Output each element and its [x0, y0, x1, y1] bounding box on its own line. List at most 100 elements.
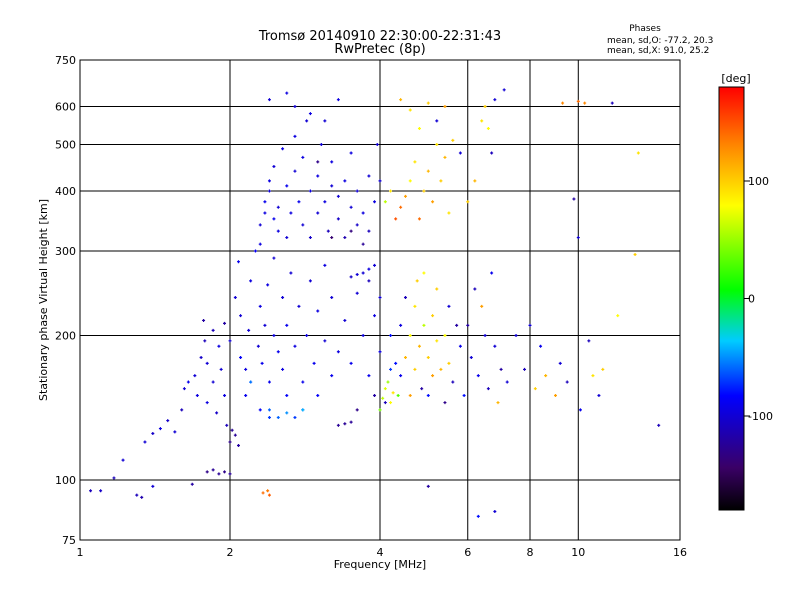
data-point	[323, 119, 327, 123]
data-point	[233, 296, 237, 300]
data-point	[355, 189, 359, 193]
data-point	[466, 323, 470, 327]
data-point	[215, 411, 219, 415]
data-point	[408, 334, 412, 338]
stats-x-mode: mean, sd,X: 91.0, 25.2	[607, 46, 709, 56]
data-point	[349, 205, 353, 209]
data-point	[217, 472, 221, 476]
data-point	[308, 112, 312, 116]
data-point	[349, 420, 353, 424]
data-point	[276, 229, 280, 233]
data-point	[399, 323, 403, 327]
data-point	[326, 229, 330, 233]
data-point	[267, 380, 271, 384]
data-point	[597, 394, 601, 398]
data-point	[403, 355, 407, 359]
data-point	[381, 396, 385, 400]
x-tick-label: 16	[673, 546, 687, 559]
data-point	[473, 179, 477, 183]
data-point	[378, 296, 382, 300]
data-point	[462, 394, 466, 398]
data-point	[308, 236, 312, 240]
data-point	[391, 391, 395, 395]
data-point	[483, 105, 487, 109]
data-point	[272, 334, 276, 338]
data-point	[367, 174, 371, 178]
data-point	[343, 179, 347, 183]
data-point	[378, 408, 382, 412]
colorbar-ticks: 100 0 -100	[744, 175, 773, 423]
data-point	[490, 151, 494, 155]
data-point	[253, 249, 257, 253]
data-point	[211, 468, 215, 472]
data-point	[383, 387, 387, 391]
data-point	[399, 205, 403, 209]
data-point	[99, 489, 103, 493]
chart-subtitle: RwPretec (8p)	[334, 42, 425, 57]
data-point	[301, 155, 305, 159]
data-point	[587, 339, 591, 343]
data-point	[263, 200, 267, 204]
data-point	[490, 271, 494, 275]
data-point	[223, 321, 227, 325]
data-point	[493, 509, 497, 513]
data-point	[378, 179, 382, 183]
data-point	[451, 138, 455, 142]
data-point	[505, 380, 509, 384]
data-point	[553, 394, 557, 398]
data-point	[281, 296, 285, 300]
data-point	[228, 472, 232, 476]
data-point	[205, 361, 209, 365]
data-point	[343, 318, 347, 322]
data-point	[476, 514, 480, 518]
y-tick-label: 75	[62, 534, 76, 547]
x-axis: 1 2 4 6 8 10 16	[77, 546, 688, 559]
data-point	[355, 408, 359, 412]
data-point	[166, 419, 170, 423]
data-point	[219, 367, 223, 371]
data-point	[276, 350, 280, 354]
data-point	[258, 408, 262, 412]
data-point	[266, 489, 270, 493]
data-point	[260, 361, 264, 365]
data-point	[211, 328, 215, 332]
data-point	[480, 304, 484, 308]
data-point	[285, 91, 289, 95]
data-point	[293, 169, 297, 173]
x-tick-label: 2	[227, 546, 234, 559]
data-point	[431, 374, 435, 378]
data-point	[336, 350, 340, 354]
data-point	[383, 401, 387, 405]
data-point	[486, 387, 490, 391]
data-point	[389, 367, 393, 371]
data-point	[330, 296, 334, 300]
data-point	[443, 334, 447, 338]
data-point	[389, 189, 393, 193]
data-point	[610, 101, 614, 105]
data-point	[285, 184, 289, 188]
data-point	[426, 394, 430, 398]
data-point	[408, 108, 412, 112]
stats-o-mode: mean, sd,O: -77.2, 20.3	[607, 36, 713, 46]
data-point	[180, 408, 184, 412]
data-point	[355, 223, 359, 227]
data-point	[297, 304, 301, 308]
data-point	[301, 380, 305, 384]
chart-title: Tromsø 20140910 22:30:00-22:31:43	[258, 29, 501, 44]
data-point	[249, 380, 253, 384]
data-point	[443, 401, 447, 405]
data-point	[426, 484, 430, 488]
data-point	[336, 194, 340, 198]
x-tick-label: 1	[77, 546, 84, 559]
data-point	[203, 339, 207, 343]
colorbar	[718, 86, 745, 511]
data-point	[267, 415, 271, 419]
data-point	[458, 344, 462, 348]
data-point	[533, 387, 537, 391]
data-point	[151, 432, 155, 436]
data-point	[266, 283, 270, 287]
data-point	[140, 495, 144, 499]
data-point	[272, 164, 276, 168]
data-point	[483, 334, 487, 338]
data-point	[480, 119, 484, 123]
